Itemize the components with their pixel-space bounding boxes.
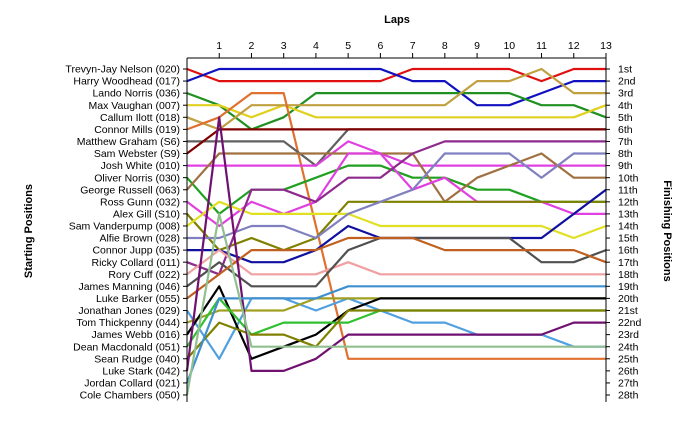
starting-position-label: Trevyn-Jay Nelson (020) bbox=[65, 64, 180, 76]
y-axis-title-right: Finishing Positions bbox=[661, 180, 673, 281]
finishing-position-label: 3rd bbox=[618, 88, 633, 100]
starting-position-label: Ross Gunn (032) bbox=[100, 196, 180, 208]
driver-line-20 bbox=[186, 236, 607, 300]
x-tick-label: 13 bbox=[600, 40, 612, 52]
finishing-position-label: 24th bbox=[618, 341, 639, 353]
starting-position-label: Callum Ilott (018) bbox=[100, 112, 180, 124]
finishing-position-label: 9th bbox=[618, 160, 633, 172]
starting-position-label: George Russell (063) bbox=[80, 184, 180, 196]
x-tick-label: 11 bbox=[536, 40, 547, 52]
starting-position-label: Jonathan Jones (029) bbox=[78, 305, 180, 317]
driver-line-25 bbox=[186, 309, 606, 360]
finishing-position-label: 15th bbox=[618, 233, 639, 245]
starting-position-label: Matthew Graham (S6) bbox=[77, 136, 180, 148]
finishing-position-label: 4th bbox=[618, 100, 633, 112]
starting-position-label: Josh White (010) bbox=[101, 160, 180, 172]
x-tick-label: 1 bbox=[216, 40, 222, 52]
starting-position-label: Cole Chambers (050) bbox=[80, 390, 180, 402]
driver-line-14 bbox=[186, 200, 607, 240]
x-tick-label: 2 bbox=[249, 40, 255, 52]
x-tick-label: 4 bbox=[313, 40, 319, 52]
finishing-position-label: 18th bbox=[618, 269, 639, 281]
x-axis-title: Laps bbox=[384, 14, 410, 26]
starting-position-label: Alfie Brown (028) bbox=[99, 233, 180, 245]
finishing-position-label: 27th bbox=[618, 378, 639, 390]
starting-position-label: Sam Vanderpump (008) bbox=[69, 221, 180, 233]
finishing-position-label: 10th bbox=[618, 172, 639, 184]
finishing-position-label: 26th bbox=[618, 365, 639, 377]
x-tick-label: 6 bbox=[377, 40, 383, 52]
driver-line-17 bbox=[186, 140, 606, 276]
driver-line-27 bbox=[185, 285, 606, 384]
driver-line-18 bbox=[186, 249, 606, 276]
x-tick-label: 7 bbox=[410, 40, 416, 52]
starting-position-label: Dean Macdonald (051) bbox=[73, 341, 180, 353]
finishing-position-label: 6th bbox=[618, 124, 633, 136]
starting-position-label: Max Vaughan (007) bbox=[89, 100, 180, 112]
starting-position-label: Harry Woodhead (017) bbox=[73, 76, 180, 88]
finishing-position-label: 22nd bbox=[618, 317, 642, 329]
x-tick-label: 3 bbox=[281, 40, 287, 52]
driver-line-23 bbox=[186, 285, 606, 360]
driver-line-9 bbox=[187, 140, 606, 167]
starting-position-label: Luke Barker (055) bbox=[96, 293, 180, 305]
y-axis-title-left: Starting Positions bbox=[23, 184, 35, 278]
finishing-position-label: 11th bbox=[618, 184, 638, 196]
x-tick-label: 5 bbox=[345, 40, 351, 52]
finishing-position-label: 28th bbox=[618, 390, 639, 402]
starting-position-label: Alex Gill (S10) bbox=[113, 208, 180, 220]
finishing-position-label: 21st bbox=[618, 305, 638, 317]
starting-position-label: Rory Cuff (022) bbox=[108, 269, 180, 281]
starting-position-label: Ricky Collard (011) bbox=[92, 257, 181, 269]
starting-position-label: Luke Stark (042) bbox=[102, 365, 180, 377]
finishing-position-label: 5th bbox=[618, 112, 633, 124]
finishing-position-label: 12th bbox=[618, 196, 639, 208]
x-tick-label: 12 bbox=[568, 40, 580, 52]
finishing-position-label: 1st bbox=[618, 64, 632, 76]
x-tick-label: 8 bbox=[442, 40, 448, 52]
driver-line-4 bbox=[187, 104, 607, 119]
starting-position-label: James Manning (046) bbox=[78, 281, 180, 293]
finishing-position-label: 14th bbox=[618, 221, 639, 233]
finishing-position-label: 20th bbox=[618, 293, 639, 305]
starting-position-label: Connor Jupp (035) bbox=[92, 245, 180, 257]
driver-line-28 bbox=[185, 212, 606, 396]
starting-position-label: Jordan Collard (021) bbox=[84, 378, 180, 390]
driver-line-2 bbox=[186, 67, 606, 107]
finishing-position-label: 19th bbox=[618, 281, 639, 293]
driver-line-11 bbox=[186, 152, 606, 203]
starting-position-label: Tom Thickpenny (044) bbox=[76, 317, 180, 329]
driver-line-6 bbox=[186, 91, 606, 360]
finishing-position-label: 8th bbox=[618, 148, 633, 160]
driver-line-3 bbox=[186, 91, 607, 131]
starting-position-label: Oliver Norris (030) bbox=[94, 172, 180, 184]
x-tick-label: 10 bbox=[503, 40, 515, 52]
finishing-position-label: 23rd bbox=[618, 329, 639, 341]
driver-line-8 bbox=[186, 128, 606, 155]
starting-position-label: James Webb (016) bbox=[91, 329, 180, 341]
driver-line-26 bbox=[185, 116, 606, 372]
finishing-position-label: 16th bbox=[618, 245, 639, 257]
x-tick-label: 9 bbox=[474, 40, 480, 52]
finishing-position-label: 2nd bbox=[618, 76, 636, 88]
finishing-position-label: 13th bbox=[618, 208, 639, 220]
starting-position-label: Sean Rudge (040) bbox=[94, 353, 180, 365]
driver-line-5 bbox=[186, 67, 606, 131]
driver-line-15 bbox=[187, 152, 606, 240]
starting-position-label: Sam Webster (S9) bbox=[94, 148, 180, 160]
finishing-position-label: 7th bbox=[618, 136, 633, 148]
starting-position-label: Connor Mills (019) bbox=[94, 124, 180, 136]
starting-position-label: Lando Norris (036) bbox=[92, 88, 180, 100]
finishing-position-label: 25th bbox=[618, 353, 639, 365]
finishing-position-label: 17th bbox=[618, 257, 639, 269]
series-lines bbox=[185, 67, 607, 396]
driver-line-13 bbox=[186, 200, 606, 252]
